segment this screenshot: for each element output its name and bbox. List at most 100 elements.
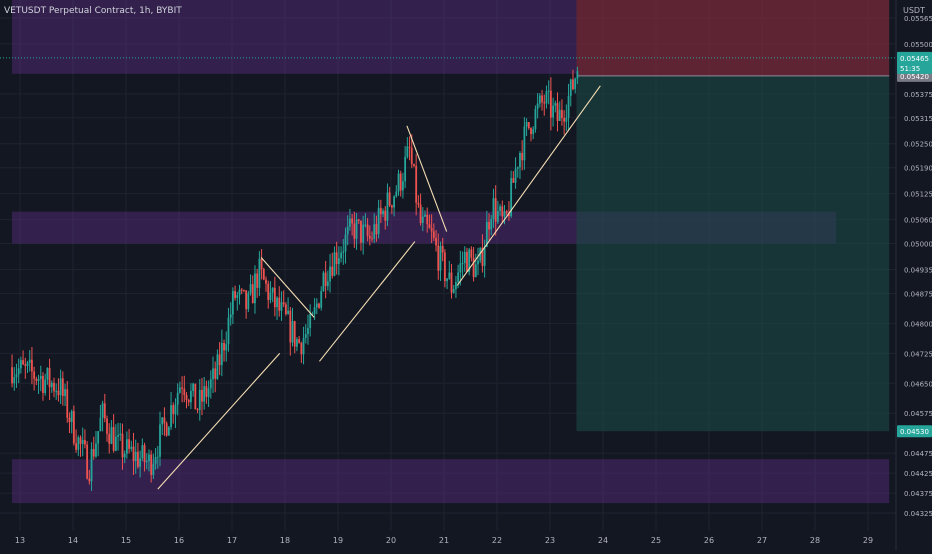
candle-body bbox=[293, 321, 296, 347]
candle-body bbox=[234, 291, 236, 298]
candle-body bbox=[530, 128, 532, 135]
candle-body bbox=[205, 386, 208, 397]
candle-body bbox=[532, 129, 535, 135]
candle-body bbox=[103, 403, 106, 419]
candle-body bbox=[39, 375, 42, 379]
candle-body bbox=[231, 291, 234, 315]
candle-body bbox=[134, 451, 137, 461]
candle-body bbox=[377, 207, 380, 235]
candle-body bbox=[181, 387, 183, 389]
candle-body bbox=[384, 210, 387, 221]
candle-body bbox=[421, 216, 424, 223]
candle-body bbox=[185, 395, 188, 400]
candle-body bbox=[388, 192, 391, 206]
candle-body bbox=[152, 463, 155, 475]
candle-body bbox=[269, 292, 272, 300]
y-tick-label: 0.05565 bbox=[904, 15, 932, 23]
candle-body bbox=[72, 411, 75, 444]
candle-body bbox=[569, 79, 572, 96]
y-tick-label: 0.04875 bbox=[904, 290, 932, 298]
candle-body bbox=[26, 362, 29, 366]
candle-body bbox=[172, 405, 175, 415]
candle-body bbox=[75, 443, 77, 450]
candle-body bbox=[499, 206, 501, 212]
candle-body bbox=[320, 291, 323, 308]
candle-body bbox=[346, 226, 349, 235]
candle-body bbox=[35, 378, 38, 381]
y-tick-label: 0.04475 bbox=[904, 450, 932, 458]
candle-body bbox=[229, 314, 232, 318]
candle-body bbox=[558, 109, 561, 121]
candle-body bbox=[459, 263, 462, 273]
candle-body bbox=[249, 284, 252, 294]
candle-body bbox=[397, 173, 400, 192]
y-tick-label: 0.05125 bbox=[904, 191, 932, 199]
candle-body bbox=[161, 417, 164, 425]
x-tick-label: 18 bbox=[280, 536, 290, 545]
candle-body bbox=[70, 411, 73, 422]
candle-body bbox=[470, 249, 473, 258]
candle-body bbox=[494, 198, 497, 222]
candle-body bbox=[448, 272, 451, 279]
candle-body bbox=[477, 260, 479, 265]
candle-body bbox=[576, 71, 579, 79]
candle-body bbox=[304, 333, 307, 339]
candle-body bbox=[435, 237, 437, 246]
candle-body bbox=[108, 433, 111, 444]
candle-body bbox=[46, 368, 49, 380]
candle-body bbox=[371, 238, 373, 240]
candle-body bbox=[505, 211, 508, 213]
trend-lines[interactable] bbox=[157, 85, 601, 490]
candle-body bbox=[68, 417, 71, 422]
candle-body bbox=[148, 454, 150, 461]
trend-line bbox=[456, 85, 601, 286]
candle-body bbox=[240, 289, 243, 291]
price-axis[interactable]: 0.05565 0.05500 0.05375 0.05315 0.05250 0.051… bbox=[904, 15, 932, 518]
candle-body bbox=[209, 379, 212, 389]
candle-body bbox=[254, 273, 256, 304]
candle-body bbox=[395, 191, 398, 197]
y-tick-label: 0.04935 bbox=[904, 267, 932, 275]
candle-body bbox=[291, 321, 294, 343]
candle-body bbox=[355, 219, 358, 239]
candle-body bbox=[132, 446, 135, 461]
candle-body bbox=[386, 192, 389, 221]
candle-body bbox=[265, 279, 267, 284]
candle-body bbox=[393, 196, 395, 208]
candle-body bbox=[543, 102, 546, 104]
candle-body bbox=[86, 444, 89, 479]
candle-body bbox=[514, 168, 517, 183]
candle-body bbox=[97, 431, 100, 444]
candle-body bbox=[57, 390, 60, 396]
candle-body bbox=[318, 303, 320, 308]
x-tick-label: 16 bbox=[174, 536, 184, 545]
candle-body bbox=[92, 449, 95, 457]
candle-body bbox=[362, 224, 365, 243]
x-tick-label: 27 bbox=[757, 536, 767, 545]
candle-body bbox=[178, 387, 181, 393]
candle-body bbox=[141, 445, 144, 459]
candle-body bbox=[112, 427, 115, 451]
candle-body bbox=[11, 367, 13, 384]
candle-body bbox=[150, 454, 153, 475]
y-tick-label: 0.05500 bbox=[904, 41, 932, 49]
candle-body bbox=[302, 338, 305, 355]
candle-body bbox=[170, 405, 172, 428]
candle-body bbox=[549, 90, 552, 118]
candle-body bbox=[284, 304, 287, 314]
candle-body bbox=[552, 105, 554, 118]
candle-body bbox=[357, 219, 360, 221]
time-axis[interactable]: 13 14 15 16 17 18 19 20 21 22 23 24 25 26 27 28 29 bbox=[15, 536, 873, 545]
take-profit-zone bbox=[576, 75, 890, 432]
y-tick-label: 0.05000 bbox=[904, 241, 932, 249]
candle-body bbox=[119, 433, 122, 435]
y-tick-label: 0.04425 bbox=[904, 470, 932, 478]
candle-body bbox=[349, 218, 351, 227]
zone-lower-demand-zone bbox=[12, 459, 890, 504]
short-position-tool[interactable] bbox=[0, 0, 896, 432]
candle-body bbox=[66, 389, 69, 418]
candle-body bbox=[196, 409, 199, 411]
candle-body bbox=[167, 427, 170, 436]
